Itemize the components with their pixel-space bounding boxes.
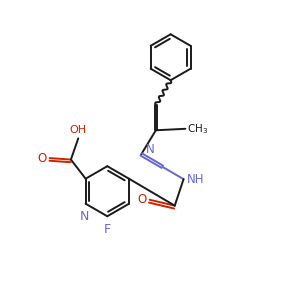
Text: O: O	[137, 193, 146, 206]
Text: O: O	[38, 152, 47, 165]
Text: NH: NH	[187, 172, 204, 186]
Text: F: F	[104, 223, 111, 236]
Text: N: N	[146, 143, 155, 156]
Text: OH: OH	[70, 125, 87, 135]
Text: N: N	[80, 210, 89, 223]
Text: CH$_3$: CH$_3$	[187, 122, 208, 136]
